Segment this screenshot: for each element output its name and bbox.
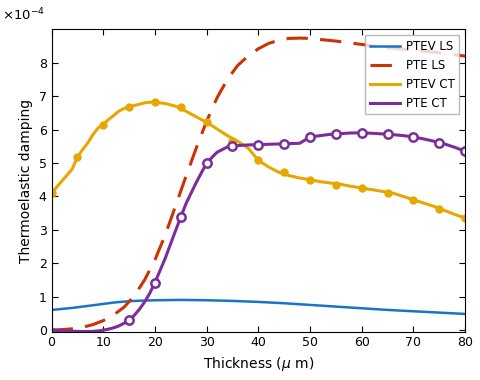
PTE CT <box>111 326 117 330</box>
PTE LS <box>59 327 65 332</box>
PTEV LS <box>229 299 235 303</box>
X-axis label: Thickness ($\mu$ m): Thickness ($\mu$ m) <box>203 355 314 373</box>
PTE LS <box>132 294 137 298</box>
PTEV LS <box>100 302 106 306</box>
PTE CT <box>328 132 334 136</box>
PTEV LS <box>255 300 261 304</box>
PTEV LS <box>48 308 54 312</box>
PTE LS <box>359 42 365 47</box>
PTE CT <box>137 307 143 312</box>
PTE CT <box>462 149 468 154</box>
PTEV LS <box>333 304 339 309</box>
PTE LS <box>183 174 189 179</box>
PTEV LS <box>59 307 65 311</box>
PTE CT <box>85 329 91 334</box>
PTE CT <box>297 141 302 146</box>
PTE LS <box>142 278 147 282</box>
PTE LS <box>90 322 96 327</box>
PTEV LS <box>281 301 287 306</box>
PTE LS <box>436 51 442 55</box>
PTEV CT <box>132 103 137 108</box>
PTE LS <box>297 36 302 40</box>
PTE LS <box>152 258 158 262</box>
Y-axis label: Thermoelastic damping: Thermoelastic damping <box>19 98 33 263</box>
PTE LS <box>121 305 127 310</box>
PTE CT <box>132 313 137 318</box>
PTEV CT <box>126 105 132 109</box>
PTE LS <box>266 41 272 46</box>
PTE LS <box>74 326 80 331</box>
PTEV CT <box>452 212 457 217</box>
Line: PTE CT: PTE CT <box>51 133 465 331</box>
Line: PTEV LS: PTEV LS <box>51 300 465 314</box>
PTEV LS <box>410 309 416 314</box>
PTE LS <box>410 48 416 52</box>
PTEV LS <box>80 304 85 309</box>
PTEV LS <box>111 300 117 305</box>
PTE LS <box>100 318 106 323</box>
Legend: PTEV LS, PTE LS, PTEV CT, PTE CT: PTEV LS, PTE LS, PTEV CT, PTE CT <box>365 35 459 114</box>
PTE LS <box>193 146 199 150</box>
PTEV CT <box>48 191 54 195</box>
PTE LS <box>307 36 313 41</box>
PTEV CT <box>106 117 111 122</box>
PTE LS <box>70 326 75 331</box>
PTE LS <box>54 328 60 332</box>
PTEV CT <box>462 216 468 220</box>
PTEV CT <box>147 100 153 104</box>
PTE LS <box>64 327 70 331</box>
PTE LS <box>333 39 339 43</box>
PTEV LS <box>436 310 442 315</box>
PTEV LS <box>307 302 313 307</box>
PTE LS <box>287 36 292 41</box>
PTE LS <box>462 54 468 59</box>
PTEV LS <box>178 298 184 302</box>
PTEV LS <box>204 298 209 302</box>
PTEV LS <box>462 312 468 316</box>
Line: PTE LS: PTE LS <box>51 38 465 330</box>
PTEV LS <box>384 308 390 312</box>
PTE LS <box>80 325 85 329</box>
PTE LS <box>162 233 168 237</box>
PTE LS <box>384 46 390 50</box>
PTE LS <box>214 96 220 100</box>
PTE LS <box>235 63 240 68</box>
PTE LS <box>48 328 54 332</box>
PTE LS <box>225 77 230 82</box>
PTEV LS <box>121 299 127 304</box>
PTEV LS <box>142 298 147 303</box>
PTE CT <box>348 131 354 135</box>
PTE LS <box>204 119 209 124</box>
PTE CT <box>452 145 457 150</box>
PTE LS <box>255 46 261 51</box>
PTEV LS <box>132 299 137 303</box>
PTE LS <box>111 313 117 317</box>
PTEV LS <box>70 306 75 310</box>
PTEV CT <box>328 181 334 185</box>
PTEV LS <box>359 306 365 310</box>
PTEV CT <box>297 176 302 180</box>
PTEV LS <box>152 298 158 302</box>
Line: PTEV CT: PTEV CT <box>51 102 465 218</box>
PTE LS <box>245 54 251 59</box>
PTEV LS <box>90 303 96 307</box>
Text: $\times10^{-4}$: $\times10^{-4}$ <box>2 7 45 23</box>
PTE CT <box>48 328 54 332</box>
PTE LS <box>173 203 179 208</box>
PTE LS <box>276 38 282 42</box>
